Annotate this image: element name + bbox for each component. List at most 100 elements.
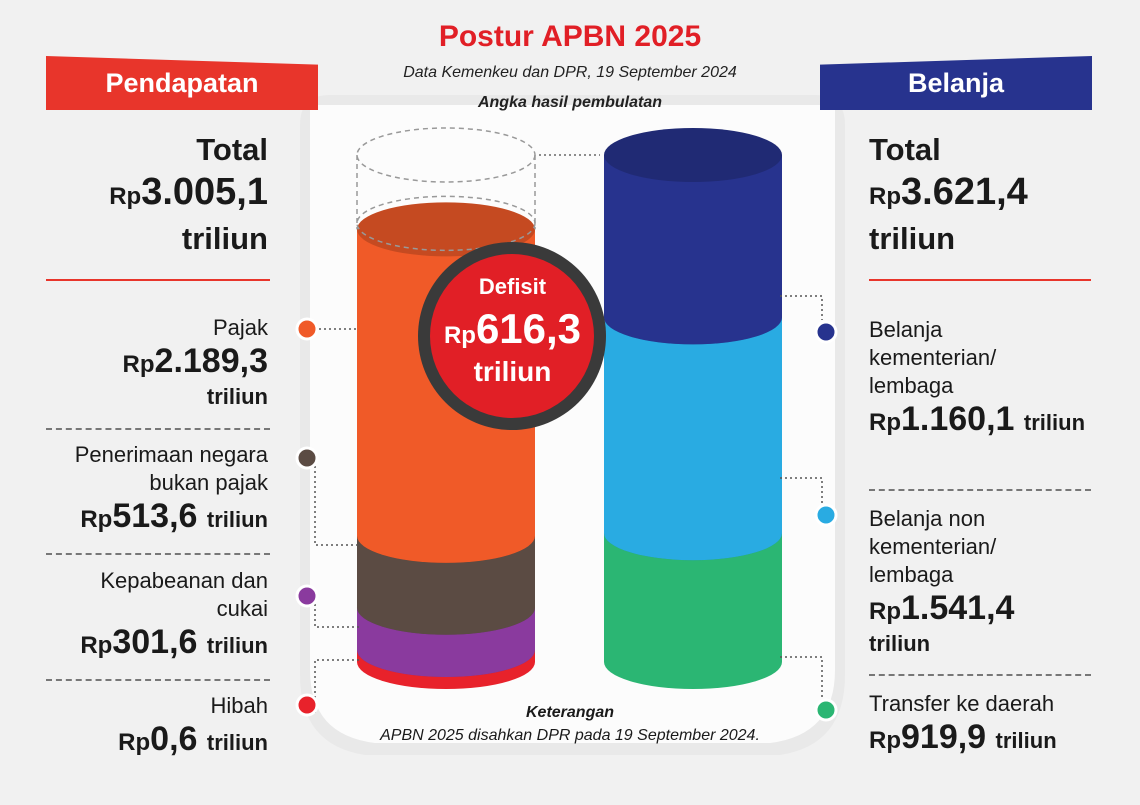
item-label: Transfer ke daerah [869, 691, 1055, 716]
spending-total-unit: triliun [869, 221, 956, 256]
item-amount: 1.541,4 [901, 589, 1015, 627]
revenue-total-unit: triliun [181, 221, 268, 256]
spending-connector-0 [780, 295, 823, 320]
spending-legend-dot-2 [814, 698, 838, 722]
item-amount: 301,6 [112, 623, 198, 661]
spending-cylinder-segment-top-2 [604, 128, 782, 182]
revenue-cylinder-segment-top-3 [357, 202, 535, 257]
item-label: Hibah [210, 693, 268, 718]
item-value: Rp0,6 triliun [118, 720, 268, 762]
revenue-total-amount: 3.005,1 [141, 171, 268, 213]
spending-banner: Belanja [820, 56, 1092, 110]
rounding-note: Angka hasil pembulatan [477, 94, 663, 111]
footnote-title: Keterangan [525, 704, 615, 721]
deficit-ghost-rim [356, 195, 536, 252]
deficit-badge [430, 254, 594, 418]
spending-legend-dot-1 [814, 503, 838, 527]
spending-connector-2 [780, 656, 823, 698]
item-value: Rp2.189,3 [123, 342, 268, 384]
revenue-legend-dot-3 [295, 693, 319, 717]
spending-total-amount: 3.621,4 [901, 171, 1028, 213]
revenue-legend-dot-0 [295, 317, 319, 341]
footnote-text: APBN 2025 disahkan DPR pada 19 September… [380, 727, 760, 744]
item-unit: triliun [206, 507, 268, 532]
revenue-total-label: Total [196, 132, 268, 167]
revenue-connector-1 [314, 466, 359, 546]
item-label: Pajak [212, 315, 268, 340]
item-value: Rp301,6 triliun [80, 623, 268, 665]
revenue-total: Total Rp3.005,1 triliun [109, 133, 268, 256]
spending-cylinder-segment-2 [604, 155, 782, 345]
item-label: Belanja [869, 317, 943, 342]
spending-total-value: Rp3.621,4 [869, 167, 1028, 222]
deficit-amount: 616,3 [475, 305, 582, 352]
item-amount: 513,6 [112, 497, 198, 535]
item-amount: 2.189,3 [154, 342, 268, 380]
item-label: kementerian/ [869, 345, 997, 370]
deficit-unit: triliun [473, 356, 552, 387]
item-unit: triliun [206, 730, 268, 755]
deficit-value: Rp616,3 [425, 306, 600, 359]
currency-prefix: Rp [443, 322, 476, 349]
spending-separator [869, 489, 1091, 491]
currency-prefix: Rp [80, 506, 113, 533]
deficit-ghost-sides [356, 155, 536, 230]
item-label: lembaga [869, 373, 954, 398]
deficit-ghost-top [356, 127, 536, 183]
revenue-connector-2 [314, 604, 359, 628]
item-label: kementerian/ [869, 534, 997, 559]
revenue-item-pajak: Pajak Rp2.189,3 triliun [123, 314, 268, 410]
spending-divider [869, 279, 1091, 281]
page-title: Postur APBN 2025 [438, 20, 702, 53]
revenue-legend-dot-2 [295, 584, 319, 608]
item-label: bukan pajak [149, 470, 268, 495]
revenue-separator [46, 553, 270, 555]
item-label: lembaga [869, 562, 954, 587]
item-value: Rp1.160,1 triliun [869, 400, 1085, 442]
currency-prefix: Rp [122, 351, 155, 378]
item-label: Penerimaan negara [74, 442, 268, 467]
spending-item-kl: Belanja kementerian/ lembaga Rp1.160,1 t… [869, 316, 1085, 442]
spending-item-tkd: Transfer ke daerah Rp919,9 triliun [869, 690, 1057, 760]
item-unit: triliun [869, 631, 931, 656]
spending-item-nonkl: Belanja non kementerian/ lembaga Rp1.541… [869, 505, 1014, 657]
item-label: cukai [216, 596, 268, 621]
item-unit: triliun [206, 384, 268, 409]
item-value: Rp1.541,4 [869, 589, 1014, 631]
item-value: Rp919,9 triliun [869, 718, 1057, 760]
item-unit: triliun [206, 633, 268, 658]
revenue-separator [46, 679, 270, 681]
spending-total: Total Rp3.621,4 triliun [869, 133, 1028, 256]
currency-prefix: Rp [869, 409, 901, 436]
revenue-item-pnbp: Penerimaan negara bukan pajak Rp513,6 tr… [75, 441, 268, 539]
spending-legend-dot-0 [814, 320, 838, 344]
item-label: Belanja non [869, 506, 986, 531]
spending-cylinder-segment-1 [604, 317, 782, 561]
spending-cylinder-segment-0 [604, 533, 782, 689]
revenue-cylinder-segment-2 [357, 535, 535, 635]
item-amount: 919,9 [901, 718, 987, 756]
source-subtitle: Data Kemenkeu dan DPR, 19 September 2024 [403, 64, 737, 81]
item-unit: triliun [995, 728, 1057, 753]
spending-connector-1 [780, 477, 823, 503]
item-label: Kepabeanan dan [100, 568, 268, 593]
revenue-separator [46, 428, 270, 430]
revenue-legend-dot-1 [295, 446, 319, 470]
revenue-item-hibah: Hibah Rp0,6 triliun [118, 692, 268, 762]
currency-prefix: Rp [869, 727, 901, 754]
currency-prefix: Rp [869, 183, 901, 210]
item-amount: 0,6 [150, 720, 198, 758]
currency-prefix: Rp [109, 183, 142, 210]
spending-separator [869, 674, 1091, 676]
revenue-divider [46, 279, 270, 281]
deficit-label: Defisit [478, 274, 547, 299]
currency-prefix: Rp [118, 729, 151, 756]
item-value: Rp513,6 triliun [75, 497, 268, 539]
revenue-item-kepabeanan: Kepabeanan dan cukai Rp301,6 triliun [80, 567, 268, 665]
currency-prefix: Rp [869, 598, 901, 625]
item-unit: triliun [1023, 410, 1086, 435]
revenue-banner: Pendapatan [46, 56, 318, 110]
revenue-total-value: Rp3.005,1 [109, 167, 268, 222]
currency-prefix: Rp [80, 632, 113, 659]
